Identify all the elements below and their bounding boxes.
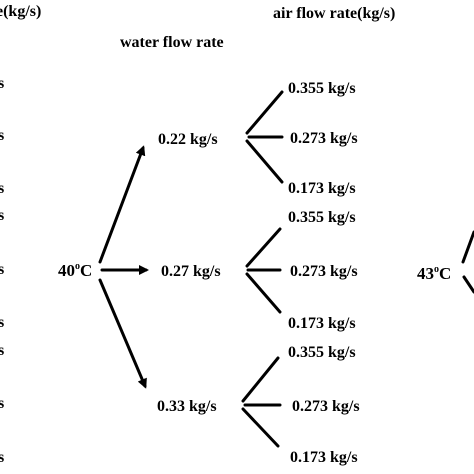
left-fragment: s: [0, 342, 4, 359]
air-rate: 0.355 kg/s: [288, 209, 356, 226]
branch-line: [245, 272, 282, 314]
left-fragment: s: [0, 180, 4, 197]
air-rate: 0.355 kg/s: [288, 344, 356, 361]
air-rate: 0.173 kg/s: [288, 315, 356, 332]
arrow-to-water-rate-1: [98, 145, 146, 264]
left-fragment: s: [0, 127, 4, 144]
arrow-to-water-rate-3: [98, 278, 147, 389]
air-rate: 0.173 kg/s: [288, 180, 356, 197]
end-arrow-partial: [461, 230, 474, 264]
air-rate: 0.273 kg/s: [290, 263, 358, 280]
branch-line: [245, 139, 284, 184]
left-fragment: s: [0, 314, 4, 331]
water-rate-1: 0.22 kg/s: [158, 131, 218, 148]
branch-line: [245, 227, 282, 268]
branch-line: [241, 356, 280, 403]
air-rate: 0.273 kg/s: [292, 398, 360, 415]
start-temperature-label: 40oC: [58, 261, 92, 280]
left-header-partial: e(kg/s): [0, 3, 41, 20]
water-rate-3: 0.33 kg/s: [157, 398, 217, 415]
end-arrow-partial: [462, 275, 474, 294]
air-rate: 0.173 kg/s: [290, 449, 358, 466]
branch-line: [245, 90, 284, 135]
air-rate: 0.355 kg/s: [288, 80, 356, 97]
water-flow-header: water flow rate: [120, 34, 224, 51]
left-fragment: s: [0, 395, 4, 412]
air-flow-header: air flow rate(kg/s): [273, 5, 395, 22]
left-fragment: s: [0, 449, 4, 466]
air-rate: 0.273 kg/s: [290, 130, 358, 147]
branch-line: [241, 407, 280, 448]
left-fragment: s: [0, 75, 4, 92]
left-fragment: s: [0, 261, 4, 278]
end-temperature-label: 43oC: [417, 264, 451, 283]
water-rate-2: 0.27 kg/s: [161, 263, 221, 280]
left-fragment: s: [0, 207, 4, 224]
